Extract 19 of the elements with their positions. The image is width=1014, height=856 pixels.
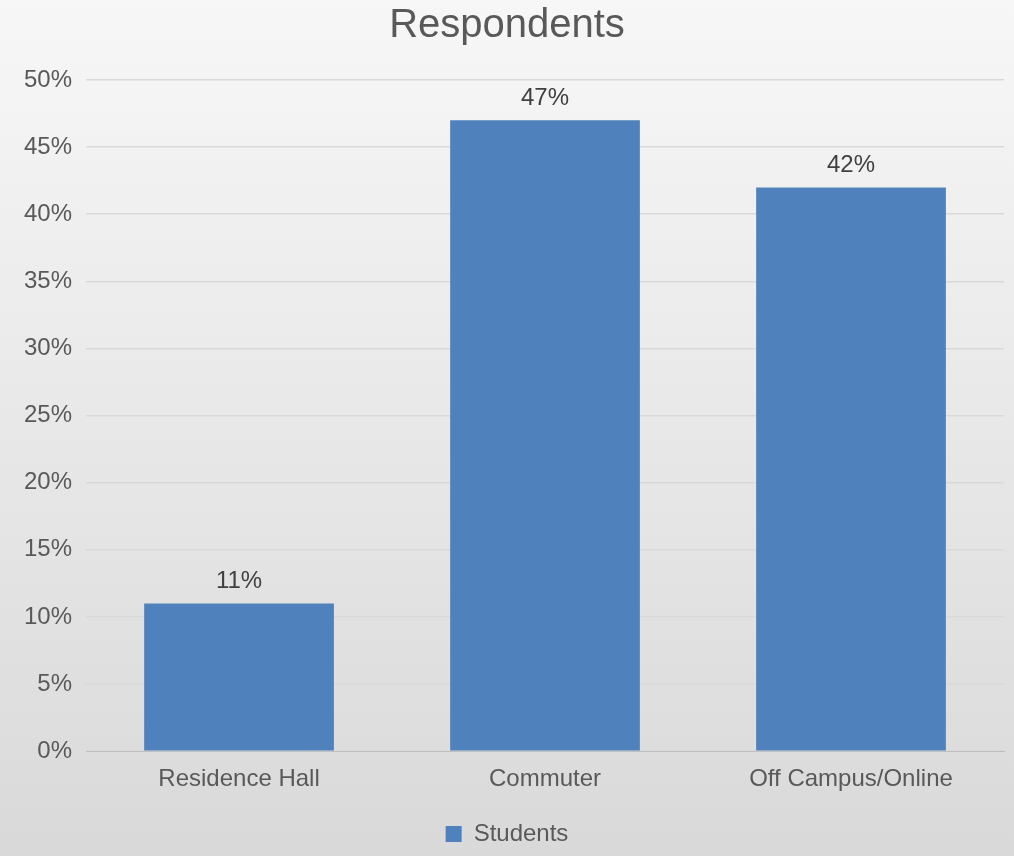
x-tick-label: Residence Hall [158,764,320,792]
y-tick-label: 10% [23,601,73,629]
y-tick-label: 35% [23,265,73,293]
data-label: 11% [215,566,263,594]
chart-title: Respondents [389,1,625,46]
data-label: 47% [520,82,570,110]
legend-label: Students [473,818,569,846]
x-tick-label: Commuter [489,764,602,792]
y-tick-label: 40% [23,198,73,226]
y-tick-label: 45% [23,131,73,159]
y-tick-label: 25% [23,400,73,428]
x-tick-label: Off Campus/Online [749,764,953,792]
y-tick-label: 20% [23,467,73,495]
y-tick-label: 30% [23,333,73,361]
y-tick-label: 50% [23,64,73,92]
y-tick-label: 0% [37,735,73,763]
data-label: 42% [826,150,876,178]
y-tick-label: 5% [37,668,73,696]
y-tick-label: 15% [23,534,73,562]
